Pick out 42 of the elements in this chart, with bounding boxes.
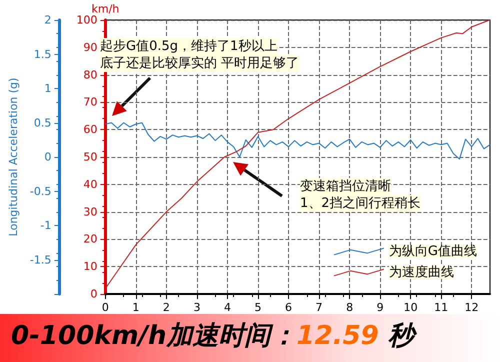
y2-tick-label: -1.5 [30, 253, 52, 266]
x-tick-label: 11 [434, 301, 448, 314]
line-series [104, 122, 490, 160]
y-tick-label: 90 [83, 40, 98, 54]
y-axis-title: km/h [91, 2, 120, 16]
y-tick-label: 0 [90, 288, 98, 300]
annotation: 1、2挡之间行程稍长 [300, 196, 421, 211]
x-tick-label: 9 [376, 301, 384, 314]
x-tick-label: 6 [285, 301, 292, 314]
y2-tick-label: 0 [44, 150, 52, 164]
y2-tick-label: -1 [40, 219, 52, 232]
x-tick-label: 10 [404, 301, 418, 314]
y-tick-label: 20 [83, 232, 98, 246]
y-tick-label: 80 [83, 68, 98, 82]
x-tick-label: 2 [162, 301, 170, 314]
x-tick-label: 1 [132, 301, 140, 314]
legend-label: 为纵向G值曲线 [388, 244, 478, 259]
x-tick-label: 12 [464, 301, 479, 314]
y-tick-label: 40 [83, 178, 98, 191]
y2-axis-title: Longitudinal Acceleration (g) [7, 78, 20, 236]
y-tick-label: 30 [83, 205, 98, 218]
y2-tick-label: -0.5 [30, 184, 52, 198]
x-tick-label: 4 [224, 301, 231, 314]
y-tick-label: 100 [76, 14, 98, 26]
y2-tick-label: 2 [44, 14, 52, 26]
y-tick-label: 10 [83, 260, 98, 274]
annotation: 底子还是比较厚实的 平时用足够了 [100, 56, 300, 71]
x-tick-label: 8 [346, 301, 354, 314]
y2-tick-label: 1.5 [34, 48, 52, 61]
x-tick-label: 5 [254, 301, 262, 314]
annotation: 变速箱挡位清晰 [300, 179, 391, 194]
y-tick-label: 60 [83, 123, 98, 136]
legend-label: 为速度曲线 [388, 264, 454, 280]
text: 0-100km/h加速时间：12.59 秒 [11, 321, 418, 351]
annotation: 起步G值0.5g，维持了1秒以上 [100, 39, 278, 54]
x-tick-label: 7 [316, 301, 323, 314]
y-tick-label: 70 [83, 96, 98, 109]
x-tick-label: 0 [102, 301, 109, 314]
y2-tick-label: 0.5 [34, 116, 52, 130]
y-tick-label: 50 [83, 150, 98, 164]
y2-tick-label: 1 [44, 82, 52, 95]
x-tick-label: 3 [193, 301, 200, 314]
